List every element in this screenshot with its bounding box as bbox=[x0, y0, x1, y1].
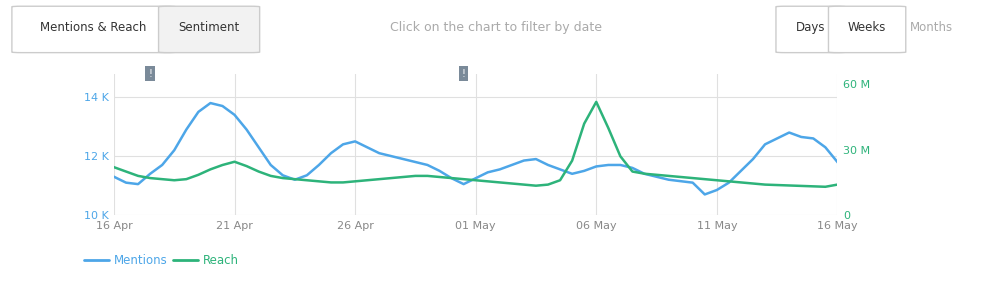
Text: Months: Months bbox=[910, 21, 953, 34]
Text: !: ! bbox=[462, 68, 466, 79]
Text: Mentions & Reach: Mentions & Reach bbox=[40, 21, 147, 34]
Text: Mentions: Mentions bbox=[114, 254, 167, 267]
FancyBboxPatch shape bbox=[12, 6, 175, 53]
Text: Weeks: Weeks bbox=[848, 21, 886, 34]
Text: !: ! bbox=[149, 68, 152, 79]
Text: Click on the chart to filter by date: Click on the chart to filter by date bbox=[389, 21, 602, 34]
FancyBboxPatch shape bbox=[828, 6, 906, 53]
FancyBboxPatch shape bbox=[776, 6, 845, 53]
Text: Reach: Reach bbox=[203, 254, 239, 267]
Text: Days: Days bbox=[796, 21, 826, 34]
FancyBboxPatch shape bbox=[159, 6, 260, 53]
Text: Sentiment: Sentiment bbox=[178, 21, 240, 34]
